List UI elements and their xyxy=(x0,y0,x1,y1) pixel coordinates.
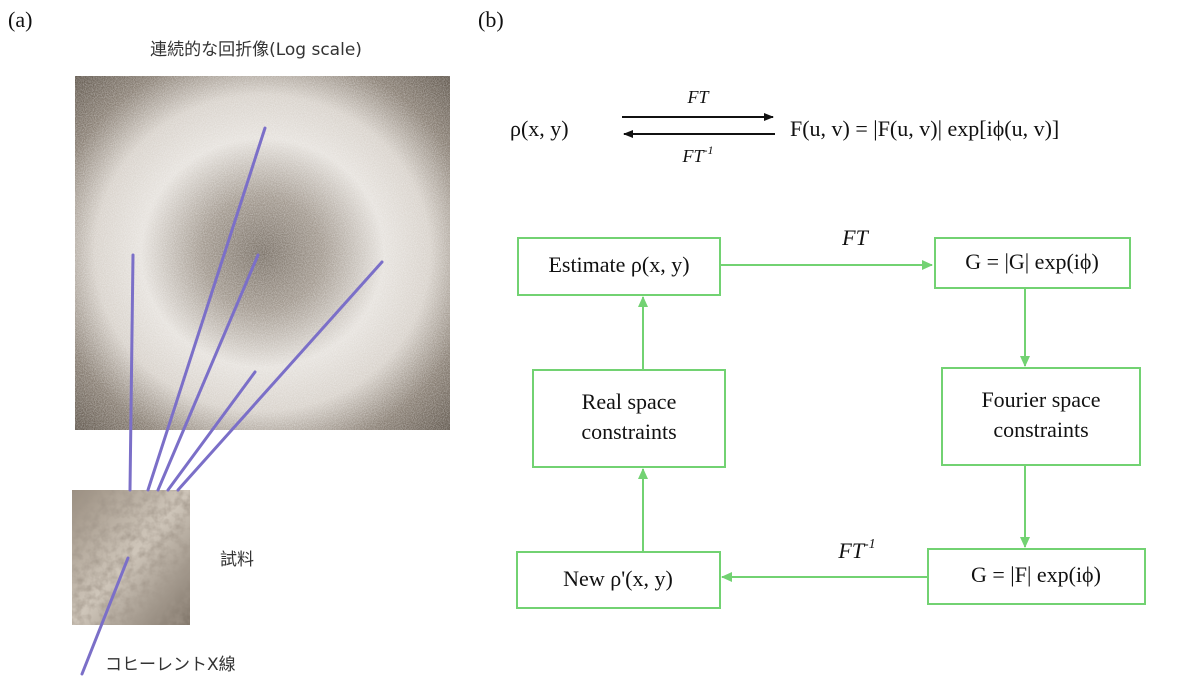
transform-label: FT-1 xyxy=(681,143,713,166)
node-line: G = |G| exp(iϕ) xyxy=(965,249,1099,274)
edge-label: FT-1 xyxy=(837,537,875,563)
node-line: G = |F| exp(iϕ) xyxy=(971,562,1101,587)
edge-label: FT xyxy=(841,225,869,250)
transform-label: FT xyxy=(686,87,710,107)
beam-label: コヒーレントX線 xyxy=(105,655,236,675)
panel-title: 連続的な回折像(Log scale) xyxy=(150,40,362,60)
node-line: New ρ'(x, y) xyxy=(563,566,673,591)
node-label: G = |G| exp(iϕ) xyxy=(965,249,1099,274)
node-texts: Estimate ρ(x, y) G = |G| exp(iϕ) Fourier s… xyxy=(548,249,1101,591)
node-label: New ρ'(x, y) xyxy=(563,566,673,591)
label-base: FT xyxy=(837,538,865,563)
label-sup: -1 xyxy=(864,537,876,552)
node-line: Estimate ρ(x, y) xyxy=(548,252,689,277)
panel-label: (a) xyxy=(8,7,32,32)
equation-rhs: F(u, v) = |F(u, v)| exp[iϕ(u, v)] xyxy=(790,116,1059,141)
node-line: constraints xyxy=(581,419,676,444)
panel-label: (b) xyxy=(478,7,504,32)
figure: (a) 連続的な回折像(Log scale) 試料 コヒーレントX線 (b) ρ… xyxy=(0,0,1186,682)
node-label: Estimate ρ(x, y) xyxy=(548,252,689,277)
node-line: Real space xyxy=(582,389,677,414)
label-sup: -1 xyxy=(704,143,714,157)
sample-label: 試料 xyxy=(220,550,254,570)
label-base: FT xyxy=(681,146,705,166)
node-line: constraints xyxy=(993,417,1088,442)
sample-image xyxy=(72,490,190,625)
node-line: Fourier space xyxy=(981,387,1100,412)
node-label: G = |F| exp(iϕ) xyxy=(971,562,1101,587)
equation-lhs: ρ(x, y) xyxy=(510,116,569,141)
